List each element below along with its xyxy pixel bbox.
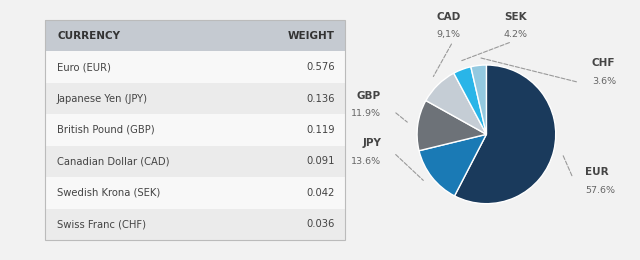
Text: Euro (EUR): Euro (EUR) bbox=[57, 62, 111, 72]
Wedge shape bbox=[454, 67, 486, 134]
Text: British Pound (GBP): British Pound (GBP) bbox=[57, 125, 155, 135]
Text: 13.6%: 13.6% bbox=[351, 157, 381, 166]
Text: 0.042: 0.042 bbox=[307, 188, 335, 198]
Text: 11.9%: 11.9% bbox=[351, 109, 381, 118]
Wedge shape bbox=[426, 73, 486, 134]
Wedge shape bbox=[417, 101, 486, 151]
Text: WEIGHT: WEIGHT bbox=[288, 31, 335, 41]
Bar bbox=[45, 114, 345, 146]
Bar bbox=[45, 51, 345, 83]
Text: Japanese Yen (JPY): Japanese Yen (JPY) bbox=[57, 94, 148, 103]
Text: Swiss Franc (CHF): Swiss Franc (CHF) bbox=[57, 219, 146, 229]
Text: CHF: CHF bbox=[592, 58, 615, 68]
Text: JPY: JPY bbox=[362, 138, 381, 148]
Text: Swedish Krona (SEK): Swedish Krona (SEK) bbox=[57, 188, 160, 198]
Text: 0.036: 0.036 bbox=[307, 219, 335, 229]
Bar bbox=[45, 20, 345, 51]
Text: GBP: GBP bbox=[357, 91, 381, 101]
Bar bbox=[45, 177, 345, 209]
Wedge shape bbox=[454, 65, 556, 204]
Bar bbox=[45, 146, 345, 177]
Text: CAD: CAD bbox=[436, 12, 460, 22]
Text: 4.2%: 4.2% bbox=[504, 30, 527, 39]
Text: 9,1%: 9,1% bbox=[436, 30, 460, 39]
Wedge shape bbox=[419, 134, 486, 196]
Text: 0.091: 0.091 bbox=[307, 157, 335, 166]
Wedge shape bbox=[471, 65, 486, 134]
Text: 57.6%: 57.6% bbox=[585, 186, 615, 195]
Text: 3.6%: 3.6% bbox=[592, 77, 616, 86]
Bar bbox=[45, 20, 345, 240]
Text: 0.136: 0.136 bbox=[307, 94, 335, 103]
Text: EUR: EUR bbox=[585, 167, 609, 177]
Bar bbox=[45, 209, 345, 240]
Text: CURRENCY: CURRENCY bbox=[57, 31, 120, 41]
Text: 0.576: 0.576 bbox=[307, 62, 335, 72]
Text: 0.119: 0.119 bbox=[307, 125, 335, 135]
Text: Canadian Dollar (CAD): Canadian Dollar (CAD) bbox=[57, 157, 170, 166]
Bar bbox=[45, 83, 345, 114]
Text: SEK: SEK bbox=[504, 12, 527, 22]
